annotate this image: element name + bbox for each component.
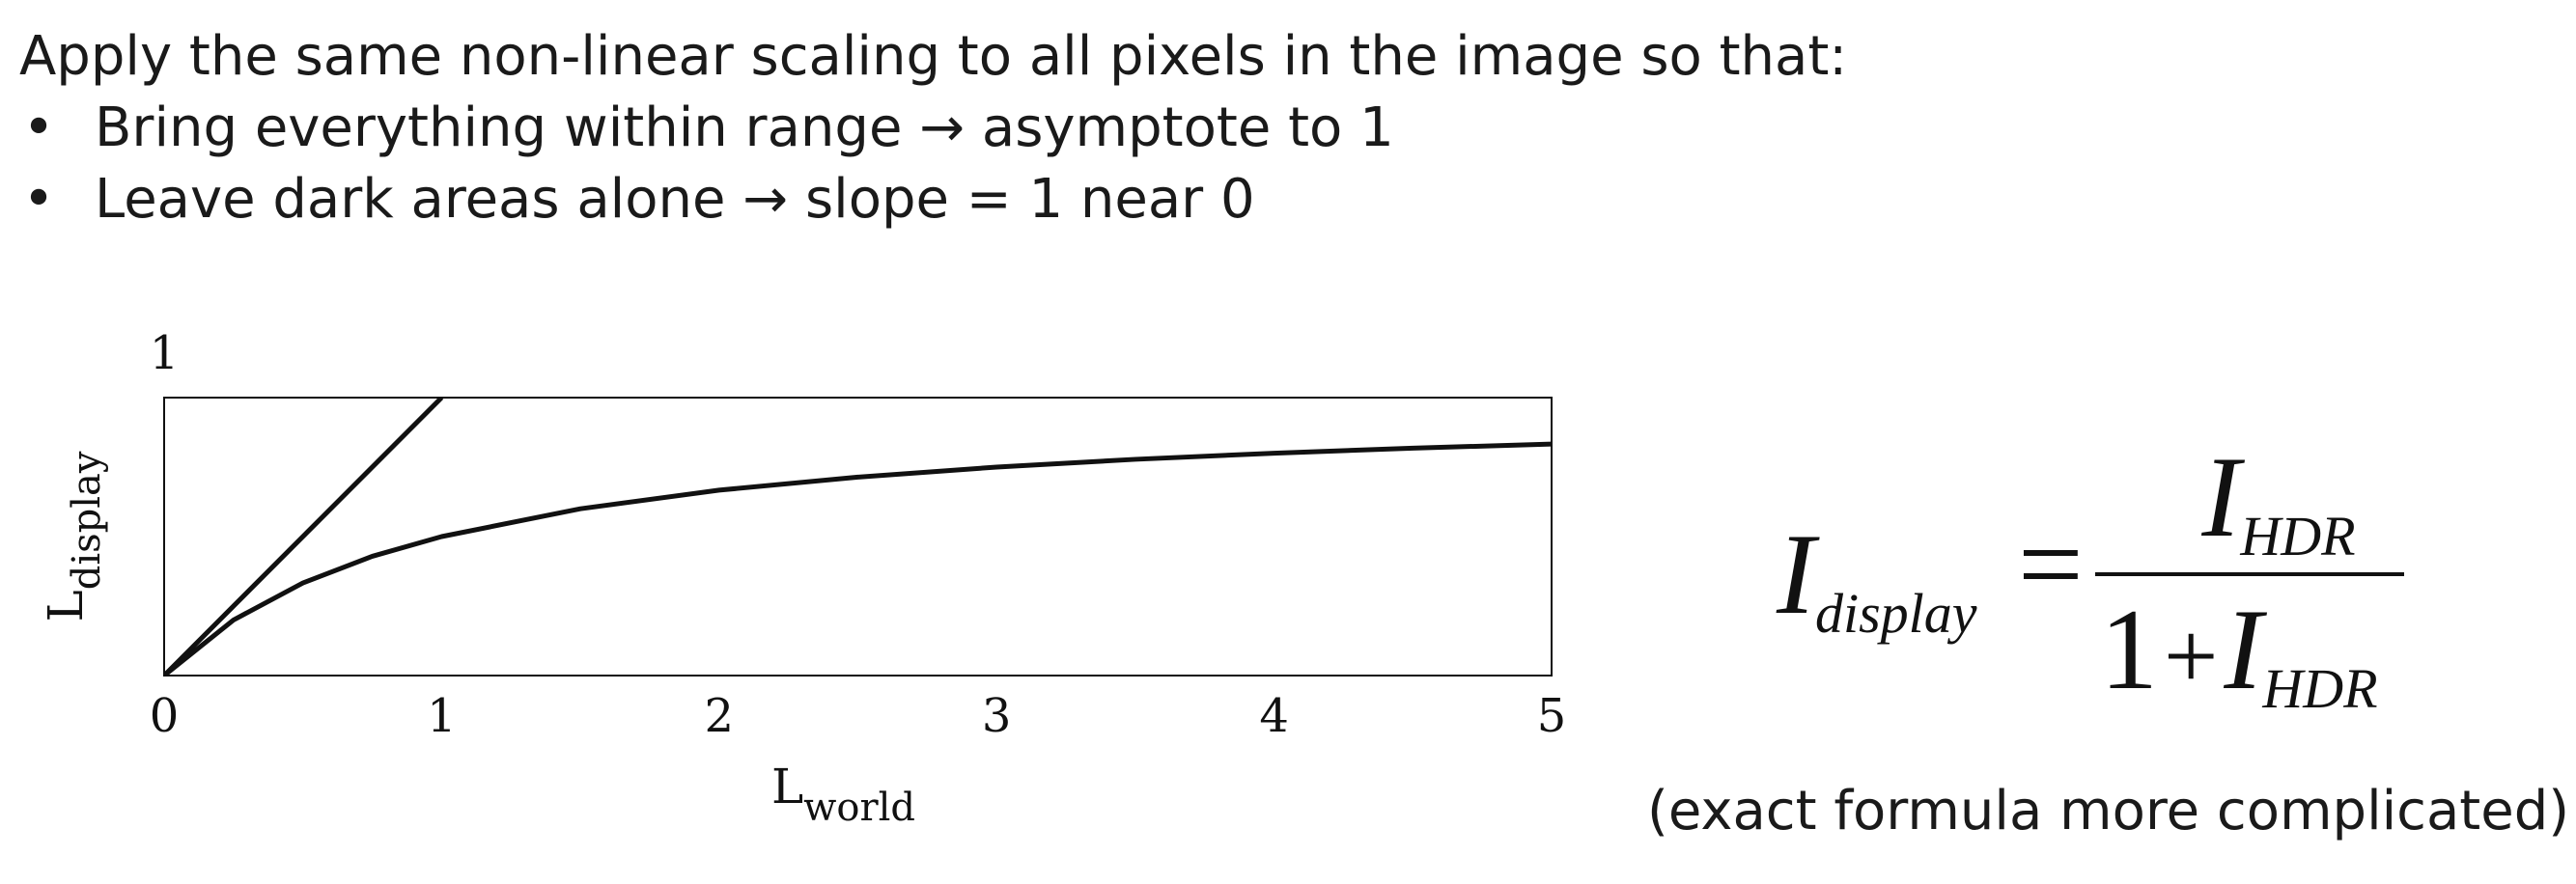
y-tick-label: 1 [150, 326, 180, 380]
formula-den-plus: + [2164, 602, 2219, 709]
bullet-dot-icon: • [22, 168, 55, 231]
y-axis-label: Ldisplay [38, 451, 109, 622]
x-tick-label: 3 [982, 689, 1012, 743]
formula-num-symbol: I [2201, 432, 2241, 561]
formula-note: (exact formula more complicated) [1647, 780, 2570, 843]
formula-lhs: Idisplay [1777, 516, 1977, 646]
series-line-1 [164, 441, 1552, 677]
formula-den-one: 1 [2100, 585, 2158, 713]
formula-den-symbol: I [2224, 585, 2263, 713]
formula-num-sub: HDR [2240, 505, 2356, 567]
x-axis-label-text: Lworld [771, 759, 915, 830]
x-axis-label: Lworld [771, 759, 915, 830]
x-tick-label: 2 [705, 689, 735, 743]
formula-lhs-symbol: I [1777, 510, 1815, 638]
bullet-text: Leave dark areas alone → slope = 1 near … [95, 168, 1255, 231]
y-axis-label-text: Ldisplay [38, 451, 109, 622]
x-axis-label-sub: world [803, 786, 915, 830]
bullet-item-slope: • Leave dark areas alone → slope = 1 nea… [19, 164, 1847, 235]
formula-equals: = [2018, 500, 2084, 628]
series-group [164, 397, 1552, 677]
formula-denominator: 1+IHDR [2100, 592, 2378, 721]
tick-label-group: 0 1 2 3 4 5 1 [150, 326, 1567, 743]
series-line-0 [164, 397, 444, 677]
intro-text: Apply the same non-linear scaling to all… [19, 21, 1847, 235]
x-tick-label: 5 [1537, 689, 1567, 743]
formula-numerator: IHDR [2124, 439, 2433, 568]
bullet-text: Bring everything within range → asymptot… [95, 97, 1394, 159]
x-axis-label-main: L [771, 759, 803, 815]
x-tick-label: 4 [1259, 689, 1289, 743]
plot-frame-group [163, 397, 1553, 677]
formula-lhs-sub: display [1814, 582, 1977, 645]
y-axis-label-sub: display [65, 451, 109, 590]
bullet-item-range: • Bring everything within range → asympt… [19, 93, 1847, 164]
x-tick-label: 1 [427, 689, 457, 743]
x-tick-label: 0 [150, 689, 180, 743]
formula-den-sub: HDR [2262, 657, 2378, 720]
bullet-dot-icon: • [22, 97, 55, 159]
tone-map-formula: Idisplay = IHDR 1+IHDR [1757, 439, 2452, 758]
intro-heading: Apply the same non-linear scaling to all… [19, 25, 1848, 88]
plot-frame [163, 397, 1553, 677]
formula-fraction-bar [2095, 572, 2404, 576]
y-axis-label-main: L [38, 590, 94, 622]
